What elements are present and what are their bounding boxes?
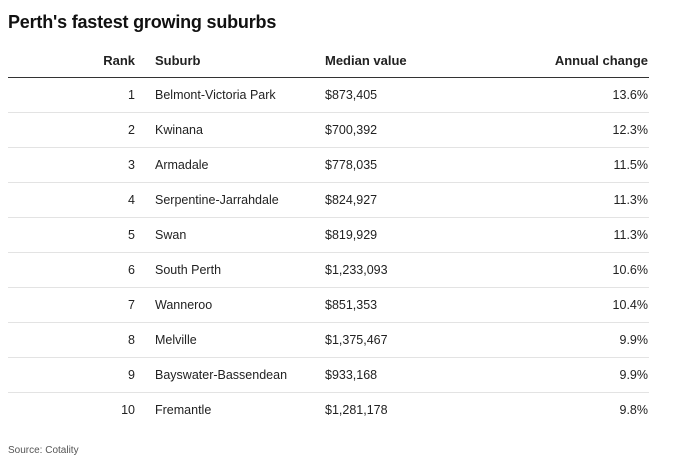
median-value-cell: $1,281,178 bbox=[325, 403, 388, 417]
annual-change-cell: 9.9% bbox=[475, 322, 649, 358]
source-note: Source: Cotality bbox=[8, 445, 79, 456]
median-value-cell: $933,168 bbox=[325, 357, 475, 393]
median-value-cell: $851,353 bbox=[325, 287, 475, 323]
annual-change-cell: 9.8% bbox=[619, 403, 649, 417]
page-title: Perth's fastest growing suburbs bbox=[8, 12, 277, 32]
annual-change-cell: 9.9% bbox=[475, 357, 649, 393]
median-value-cell: $819,929 bbox=[325, 217, 475, 253]
table-row: 8 Melville $1,375,467 9.9% bbox=[8, 322, 649, 358]
suburb-cell: Serpentine-Jarrahdale bbox=[135, 182, 325, 218]
rank-cell: 10 bbox=[121, 403, 135, 417]
median-value-cell: $824,927 bbox=[325, 182, 475, 218]
suburb-cell: Swan bbox=[135, 217, 325, 253]
table-row: 3 Armadale $778,035 11.5% bbox=[8, 147, 649, 183]
median-value-cell: $873,405 bbox=[325, 77, 475, 113]
rank-cell: 4 bbox=[8, 182, 135, 218]
annual-change-cell: 11.5% bbox=[475, 147, 649, 183]
annual-change-cell: 12.3% bbox=[475, 112, 649, 148]
annual-change-cell: 10.6% bbox=[475, 252, 649, 288]
rank-cell: 1 bbox=[8, 77, 135, 113]
rank-cell: 8 bbox=[8, 322, 135, 358]
table-row: 1 Belmont-Victoria Park $873,405 13.6% bbox=[8, 77, 649, 113]
suburb-cell: Armadale bbox=[135, 147, 325, 183]
rank-cell: 9 bbox=[8, 357, 135, 393]
column-header-suburb: Suburb bbox=[135, 44, 325, 78]
table-row: 7 Wanneroo $851,353 10.4% bbox=[8, 287, 649, 323]
table-row: 9 Bayswater-Bassendean $933,168 9.9% bbox=[8, 357, 649, 393]
annual-change-cell: 11.3% bbox=[475, 217, 649, 253]
rank-cell: 7 bbox=[8, 287, 135, 323]
rank-cell: 2 bbox=[8, 112, 135, 148]
column-header-median-value: Median value bbox=[325, 44, 475, 78]
suburb-cell: Fremantle bbox=[155, 403, 212, 417]
rank-cell: 6 bbox=[8, 252, 135, 288]
table-header-row: Rank Suburb Median value Annual change bbox=[8, 44, 649, 78]
annual-change-cell: 13.6% bbox=[475, 77, 649, 113]
table-row: 6 South Perth $1,233,093 10.6% bbox=[8, 252, 649, 288]
median-value-cell: $778,035 bbox=[325, 147, 475, 183]
suburb-cell: South Perth bbox=[135, 252, 325, 288]
annual-change-cell: 10.4% bbox=[475, 287, 649, 323]
rank-cell: 5 bbox=[8, 217, 135, 253]
median-value-cell: $700,392 bbox=[325, 112, 475, 148]
column-header-annual-change: Annual change bbox=[475, 44, 649, 78]
median-value-cell: $1,375,467 bbox=[325, 322, 475, 358]
annual-change-cell: 11.3% bbox=[475, 182, 649, 218]
column-header-rank: Rank bbox=[8, 44, 135, 78]
rank-cell: 3 bbox=[8, 147, 135, 183]
table-row: 5 Swan $819,929 11.3% bbox=[8, 217, 649, 253]
table-row: 4 Serpentine-Jarrahdale $824,927 11.3% bbox=[8, 182, 649, 218]
suburb-cell: Bayswater-Bassendean bbox=[135, 357, 325, 393]
suburb-cell: Kwinana bbox=[135, 112, 325, 148]
suburb-cell: Belmont-Victoria Park bbox=[135, 77, 325, 113]
table-row: 10 Fremantle $1,281,178 9.8% bbox=[8, 393, 649, 428]
suburb-cell: Wanneroo bbox=[135, 287, 325, 323]
suburb-cell: Melville bbox=[135, 322, 325, 358]
table-row: 2 Kwinana $700,392 12.3% bbox=[8, 112, 649, 148]
median-value-cell: $1,233,093 bbox=[325, 252, 475, 288]
suburbs-table: Rank Suburb Median value Annual change 1… bbox=[8, 44, 649, 427]
